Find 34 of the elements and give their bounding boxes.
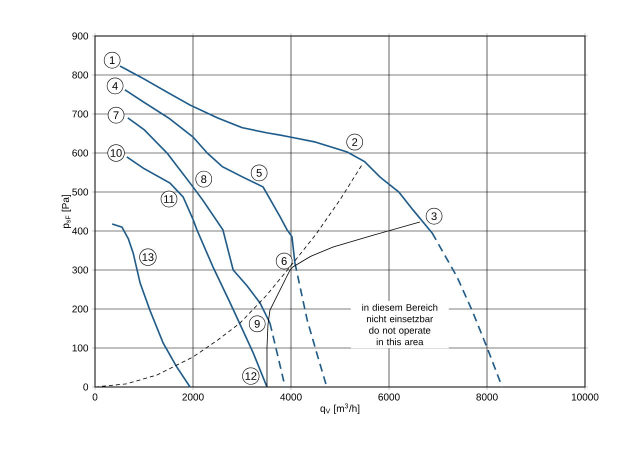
annotation: in diesem Bereich nicht einsetzbar do not operate in this area xyxy=(362,304,438,346)
annotation: 10 xyxy=(110,149,122,157)
x-tick-label: 10000 xyxy=(572,394,598,401)
y-tick-label: 300 xyxy=(72,266,88,274)
x-axis-title: q$_{V}$ [m$^{3}$/h] xyxy=(320,403,360,414)
annotation: 2 xyxy=(352,138,358,146)
annotation: 9 xyxy=(254,320,260,328)
annotation: 3 xyxy=(431,212,437,220)
y-tick-label: 800 xyxy=(72,71,88,79)
y-tick-label: 0 xyxy=(83,383,88,391)
line-series xyxy=(111,223,191,388)
annotation: 8 xyxy=(201,175,206,184)
y-tick-label: 100 xyxy=(72,344,88,352)
annotation: 11 xyxy=(164,195,174,203)
y-tick-label: 600 xyxy=(72,149,88,157)
x-tick-label: 8000 xyxy=(476,394,498,401)
x-tick-label: 4000 xyxy=(280,394,302,401)
x-tick-label: 6000 xyxy=(378,394,400,401)
y-tick-label: 200 xyxy=(72,305,88,313)
annotation: 12 xyxy=(246,372,256,380)
annotation: 6 xyxy=(282,257,287,265)
x-tick-label: 0 xyxy=(92,394,98,401)
line-series xyxy=(126,156,268,388)
annotation: 4 xyxy=(112,82,118,90)
annotation: 13 xyxy=(142,253,154,262)
x-tick-label: 2000 xyxy=(182,394,204,401)
y-axis-title: p$_{sF}$ [Pa] xyxy=(62,195,72,228)
annotation: 5 xyxy=(256,169,262,177)
y-tick-label: 400 xyxy=(72,227,88,235)
annotation: 1 xyxy=(110,56,115,64)
y-tick-label: 900 xyxy=(72,32,88,40)
y-tick-label: 700 xyxy=(72,110,88,118)
annotation: 7 xyxy=(114,111,119,119)
y-tick-label: 500 xyxy=(72,188,88,196)
